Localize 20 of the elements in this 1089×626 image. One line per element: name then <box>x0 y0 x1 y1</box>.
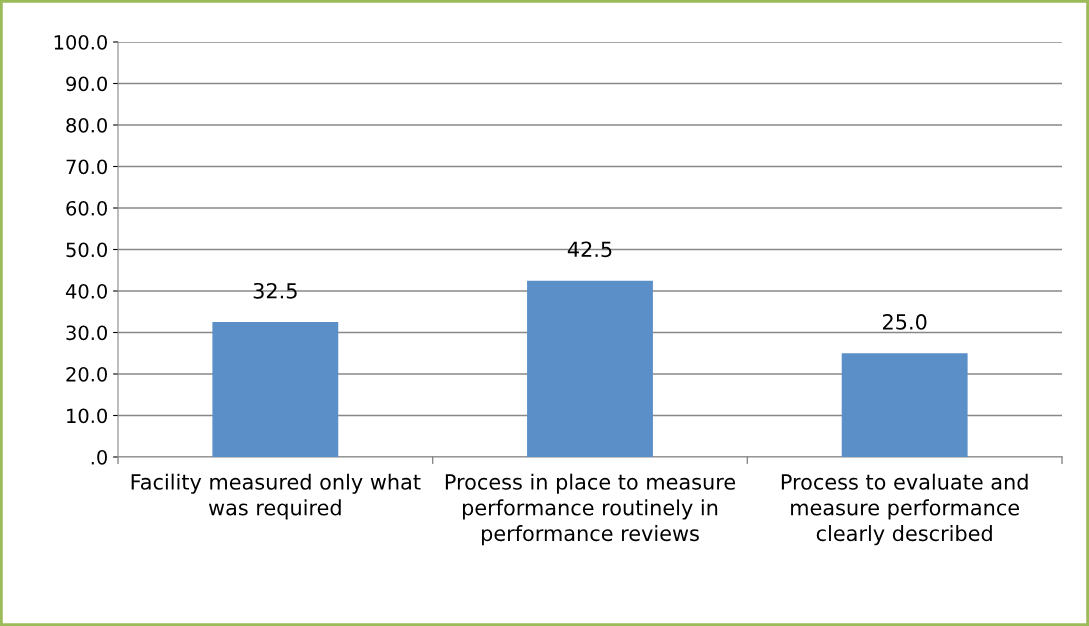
y-tick-label: 10.0 <box>67 408 107 424</box>
bar <box>527 280 653 457</box>
y-tick-label: .0 <box>91 449 107 465</box>
y-tick-label: 40.0 <box>65 283 107 299</box>
y-tick-label: 20.0 <box>66 366 107 382</box>
y-tick-label: 80.0 <box>66 117 107 133</box>
y-tick-label: 60.0 <box>66 200 107 216</box>
y-tick-label: 30.0 <box>66 325 107 341</box>
x-tick-label: Process in place to measure performance routinely in performance reviews <box>445 473 736 546</box>
data-label: 42.5 <box>567 241 612 258</box>
y-tick-label: 90.0 <box>66 76 107 92</box>
data-label: 25.0 <box>883 314 927 330</box>
x-tick-label: Facility measured only what was required <box>131 473 421 520</box>
data-label: 32.5 <box>253 282 297 299</box>
y-tick-label: 70.0 <box>66 159 107 175</box>
y-tick-label: 50.0 <box>66 242 107 258</box>
x-tick-label: Process to evaluate and measure performance clearly described <box>781 473 1028 546</box>
bar <box>212 322 339 457</box>
y-tick-label: 100.0 <box>54 34 107 50</box>
bar <box>841 353 968 457</box>
